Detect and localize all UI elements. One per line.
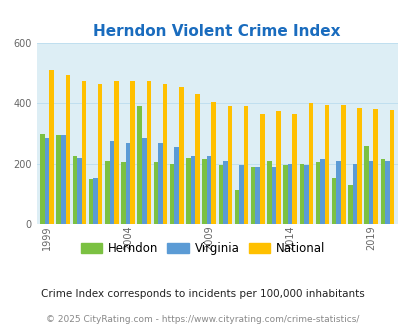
Bar [137,106,142,224]
Bar [105,161,109,224]
Bar [340,105,345,224]
Bar [347,185,352,224]
Bar [283,165,287,224]
Title: Herndon Violent Crime Index: Herndon Violent Crime Index [93,24,340,39]
Bar [142,138,146,224]
Bar [368,161,373,224]
Bar [250,167,255,224]
Bar [162,84,167,224]
Bar [93,178,98,224]
Bar [174,147,179,224]
Bar [114,81,118,224]
Legend: Herndon, Virginia, National: Herndon, Virginia, National [76,237,329,260]
Bar [356,108,361,224]
Bar [308,103,312,224]
Text: Crime Index corresponds to incidents per 100,000 inhabitants: Crime Index corresponds to incidents per… [41,289,364,299]
Bar [121,162,126,224]
Bar [109,141,114,224]
Bar [218,165,222,224]
Bar [287,164,292,224]
Bar [331,178,336,224]
Bar [271,167,275,224]
Bar [227,106,232,224]
Bar [158,143,162,224]
Bar [320,159,324,224]
Bar [169,164,174,224]
Bar [153,162,158,224]
Bar [315,162,320,224]
Bar [324,105,328,224]
Bar [190,156,195,224]
Text: © 2025 CityRating.com - https://www.cityrating.com/crime-statistics/: © 2025 CityRating.com - https://www.city… [46,315,359,324]
Bar [98,84,102,224]
Bar [292,114,296,224]
Bar [275,111,280,224]
Bar [202,159,206,224]
Bar [303,165,308,224]
Bar [222,161,227,224]
Bar [363,146,368,224]
Bar [266,161,271,224]
Bar [389,110,393,224]
Bar [179,87,183,224]
Bar [206,156,211,224]
Bar [61,135,65,224]
Bar [89,179,93,224]
Bar [146,81,151,224]
Bar [255,167,259,224]
Bar [384,161,389,224]
Bar [352,164,356,224]
Bar [195,94,199,224]
Bar [299,164,303,224]
Bar [126,143,130,224]
Bar [40,134,45,224]
Bar [234,190,239,224]
Bar [45,138,49,224]
Bar [185,158,190,224]
Bar [49,70,54,224]
Bar [379,159,384,224]
Bar [56,135,61,224]
Bar [239,165,243,224]
Bar [77,158,81,224]
Bar [336,161,340,224]
Bar [81,81,86,224]
Bar [65,75,70,224]
Bar [373,110,377,224]
Bar [259,114,264,224]
Bar [243,106,248,224]
Bar [211,102,215,224]
Bar [72,156,77,224]
Bar [130,81,134,224]
